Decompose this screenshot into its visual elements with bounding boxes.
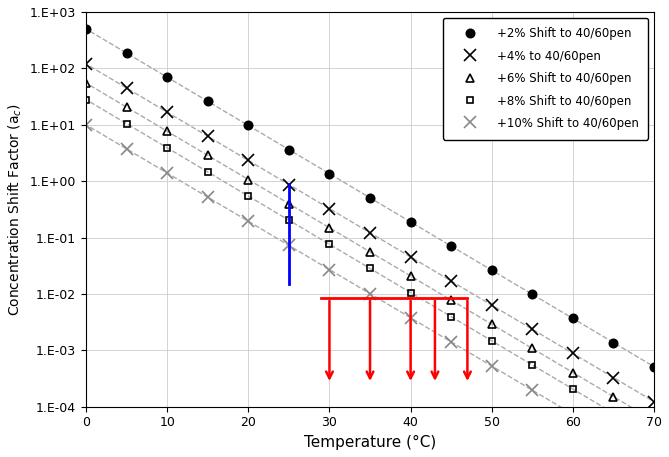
+8% Shift to 40/60pen bbox=[325, 242, 333, 247]
+6% Shift to 40/60pen bbox=[163, 128, 171, 134]
+2% Shift to 40/60pen bbox=[203, 99, 211, 104]
+10% Shift to 40/60pen bbox=[244, 218, 252, 224]
+6% Shift to 40/60pen bbox=[366, 249, 374, 255]
+8% Shift to 40/60pen bbox=[447, 314, 455, 319]
+10% Shift to 40/60pen bbox=[569, 412, 577, 417]
+8% Shift to 40/60pen bbox=[650, 435, 658, 440]
+8% Shift to 40/60pen bbox=[122, 121, 130, 127]
+4% to 40/60pen bbox=[163, 109, 171, 115]
+4% to 40/60pen bbox=[529, 327, 537, 332]
+4% to 40/60pen bbox=[244, 158, 252, 163]
+2% Shift to 40/60pen bbox=[244, 122, 252, 128]
+2% Shift to 40/60pen bbox=[366, 195, 374, 201]
+2% Shift to 40/60pen bbox=[163, 74, 171, 80]
+8% Shift to 40/60pen bbox=[609, 410, 617, 416]
+2% Shift to 40/60pen bbox=[650, 364, 658, 369]
+6% Shift to 40/60pen bbox=[122, 104, 130, 110]
+6% Shift to 40/60pen bbox=[529, 345, 537, 351]
+4% to 40/60pen bbox=[488, 303, 496, 308]
+2% Shift to 40/60pen bbox=[122, 50, 130, 56]
+4% to 40/60pen bbox=[407, 254, 415, 260]
Line: +6% Shift to 40/60pen: +6% Shift to 40/60pen bbox=[82, 79, 658, 425]
+8% Shift to 40/60pen bbox=[163, 145, 171, 150]
+10% Shift to 40/60pen bbox=[325, 267, 333, 272]
+10% Shift to 40/60pen bbox=[122, 146, 130, 152]
+2% Shift to 40/60pen bbox=[569, 316, 577, 321]
+10% Shift to 40/60pen bbox=[609, 436, 617, 441]
+8% Shift to 40/60pen bbox=[569, 386, 577, 392]
+2% Shift to 40/60pen bbox=[82, 26, 90, 32]
+4% to 40/60pen bbox=[203, 133, 211, 139]
+6% Shift to 40/60pen bbox=[407, 273, 415, 279]
Line: +2% Shift to 40/60pen: +2% Shift to 40/60pen bbox=[82, 25, 658, 371]
Line: +10% Shift to 40/60pen: +10% Shift to 40/60pen bbox=[80, 119, 660, 457]
+6% Shift to 40/60pen bbox=[569, 370, 577, 375]
+6% Shift to 40/60pen bbox=[325, 225, 333, 230]
+2% Shift to 40/60pen bbox=[447, 243, 455, 249]
+6% Shift to 40/60pen bbox=[82, 80, 90, 86]
+2% Shift to 40/60pen bbox=[488, 267, 496, 273]
+8% Shift to 40/60pen bbox=[285, 218, 293, 223]
+8% Shift to 40/60pen bbox=[366, 266, 374, 271]
Legend: +2% Shift to 40/60pen, +4% to 40/60pen, +6% Shift to 40/60pen, +8% Shift to 40/6: +2% Shift to 40/60pen, +4% to 40/60pen, … bbox=[442, 18, 648, 139]
+2% Shift to 40/60pen bbox=[285, 147, 293, 152]
+2% Shift to 40/60pen bbox=[609, 340, 617, 345]
+8% Shift to 40/60pen bbox=[529, 362, 537, 368]
+4% to 40/60pen bbox=[609, 375, 617, 380]
+6% Shift to 40/60pen bbox=[244, 177, 252, 182]
X-axis label: Temperature (°C): Temperature (°C) bbox=[304, 435, 436, 450]
+4% to 40/60pen bbox=[569, 351, 577, 356]
+6% Shift to 40/60pen bbox=[488, 322, 496, 327]
+10% Shift to 40/60pen bbox=[285, 243, 293, 248]
+10% Shift to 40/60pen bbox=[447, 339, 455, 345]
Y-axis label: Concentration Shift Factor (a$_c$): Concentration Shift Factor (a$_c$) bbox=[7, 103, 24, 316]
+6% Shift to 40/60pen bbox=[650, 418, 658, 424]
+6% Shift to 40/60pen bbox=[203, 153, 211, 158]
+2% Shift to 40/60pen bbox=[325, 171, 333, 176]
+4% to 40/60pen bbox=[325, 206, 333, 212]
+10% Shift to 40/60pen bbox=[366, 291, 374, 297]
+6% Shift to 40/60pen bbox=[285, 201, 293, 207]
+10% Shift to 40/60pen bbox=[82, 122, 90, 128]
+4% to 40/60pen bbox=[82, 61, 90, 67]
Line: +4% to 40/60pen: +4% to 40/60pen bbox=[80, 58, 660, 407]
+4% to 40/60pen bbox=[285, 182, 293, 187]
+10% Shift to 40/60pen bbox=[488, 363, 496, 369]
+6% Shift to 40/60pen bbox=[609, 394, 617, 399]
+4% to 40/60pen bbox=[447, 278, 455, 284]
Line: +8% Shift to 40/60pen: +8% Shift to 40/60pen bbox=[82, 96, 658, 441]
+8% Shift to 40/60pen bbox=[244, 193, 252, 199]
+4% to 40/60pen bbox=[122, 85, 130, 91]
+4% to 40/60pen bbox=[366, 230, 374, 235]
+2% Shift to 40/60pen bbox=[407, 219, 415, 225]
+10% Shift to 40/60pen bbox=[163, 170, 171, 176]
+8% Shift to 40/60pen bbox=[488, 338, 496, 344]
+6% Shift to 40/60pen bbox=[447, 298, 455, 303]
+8% Shift to 40/60pen bbox=[203, 169, 211, 175]
+4% to 40/60pen bbox=[650, 399, 658, 404]
+8% Shift to 40/60pen bbox=[82, 97, 90, 102]
+8% Shift to 40/60pen bbox=[407, 290, 415, 295]
+10% Shift to 40/60pen bbox=[407, 315, 415, 320]
+2% Shift to 40/60pen bbox=[529, 292, 537, 297]
+10% Shift to 40/60pen bbox=[529, 388, 537, 393]
+10% Shift to 40/60pen bbox=[203, 194, 211, 200]
